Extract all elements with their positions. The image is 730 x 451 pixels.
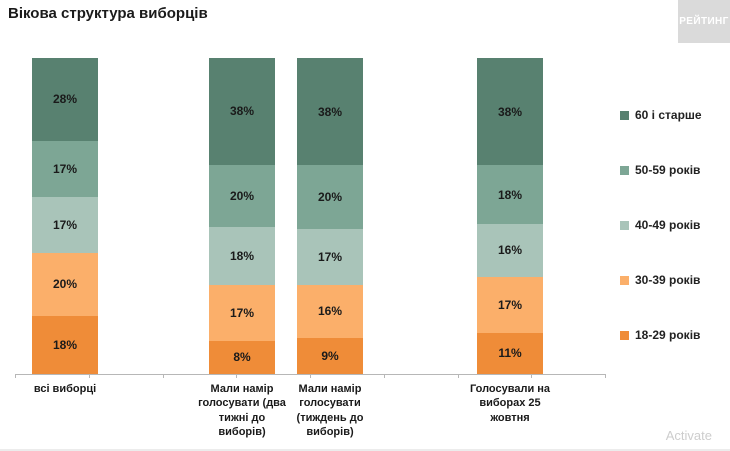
- segment-value-label: 18%: [229, 249, 255, 264]
- legend-swatch-icon: [620, 220, 629, 230]
- rating-logo: РЕЙТИНГ: [678, 0, 730, 43]
- stacked-bar: 38% 20% 17% 16% 9%: [297, 58, 363, 374]
- axis-tick: [531, 374, 532, 378]
- legend-swatch-icon: [620, 330, 629, 340]
- segment-value-label: 20%: [229, 188, 255, 203]
- segment-value-label: 8%: [233, 350, 251, 365]
- bar-segment: 38%: [297, 58, 363, 166]
- bar-segment: 20%: [297, 165, 363, 229]
- bar-segment: 20%: [32, 252, 98, 316]
- segment-value-label: 16%: [497, 243, 523, 258]
- segment-value-label: 17%: [317, 249, 343, 264]
- segment-value-label: 11%: [498, 346, 522, 361]
- segment-value-label: 17%: [497, 298, 523, 313]
- legend-label: 60 і старше: [635, 108, 702, 122]
- bar-segment: 38%: [477, 58, 543, 166]
- axis-tick: [384, 374, 385, 378]
- legend-item: 50-59 років: [620, 163, 702, 177]
- segment-value-label: 17%: [52, 161, 78, 176]
- bar-segment: 9%: [297, 337, 363, 374]
- axis-tick: [310, 374, 311, 378]
- legend-item: 60 і старше: [620, 108, 702, 122]
- bar-segment: 16%: [297, 284, 363, 338]
- bar-segment: 18%: [477, 165, 543, 224]
- axis-tick: [458, 374, 459, 378]
- bar-segment: 17%: [32, 140, 98, 197]
- axis-tick: [163, 374, 164, 378]
- segment-value-label: 9%: [321, 348, 339, 363]
- legend-label: 50-59 років: [635, 163, 701, 177]
- bar-segment: 17%: [32, 196, 98, 253]
- segment-value-label: 20%: [52, 277, 78, 292]
- segment-value-label: 16%: [317, 304, 343, 319]
- bar-segment: 17%: [297, 228, 363, 285]
- stacked-bar: 28% 17% 17% 20% 18%: [32, 58, 98, 374]
- legend-label: 18-29 років: [635, 328, 701, 342]
- bar-segment: 17%: [477, 277, 543, 333]
- axis-tick: [605, 374, 606, 378]
- bar-segment: 11%: [477, 332, 543, 374]
- axis-tick: [236, 374, 237, 378]
- category-label: Мали намір голосувати (тиждень до виборі…: [296, 383, 364, 438]
- bar-segment: 17%: [209, 285, 275, 341]
- segment-value-label: 28%: [52, 92, 78, 107]
- legend-item: 40-49 років: [620, 218, 702, 232]
- bar-segment: 16%: [477, 223, 543, 278]
- legend-swatch-icon: [620, 165, 629, 175]
- legend-item: 30-39 років: [620, 273, 702, 287]
- bar-segment: 38%: [209, 58, 275, 165]
- axis-tick: [89, 374, 90, 378]
- segment-value-label: 20%: [317, 190, 343, 205]
- legend-swatch-icon: [620, 275, 629, 285]
- stacked-bar: 38% 18% 16% 17% 11%: [477, 58, 543, 374]
- category-label: всі виборці: [33, 383, 97, 395]
- segment-value-label: 38%: [497, 104, 523, 119]
- legend: 60 і старше 50-59 років 40-49 років 30-39 р…: [620, 108, 702, 342]
- segment-value-label: 38%: [317, 104, 343, 119]
- bar-segment: 28%: [32, 58, 98, 141]
- category-label: Мали намір голосувати (два тижні до вибо…: [198, 383, 286, 438]
- legend-label: 30-39 років: [635, 273, 701, 287]
- bar-segment: 8%: [209, 340, 275, 374]
- legend-item: 18-29 років: [620, 328, 702, 342]
- activate-watermark: Activate: [665, 428, 712, 443]
- segment-value-label: 17%: [229, 305, 255, 320]
- stacked-bar: 38% 20% 18% 17% 8%: [209, 58, 275, 374]
- bar-segment: 18%: [32, 315, 98, 374]
- axis-tick: [15, 374, 16, 378]
- bar-segment: 18%: [209, 227, 275, 286]
- page-title: Вікова структура виборців: [8, 5, 208, 22]
- segment-value-label: 38%: [229, 104, 255, 119]
- segment-value-label: 17%: [52, 217, 78, 232]
- legend-label: 40-49 років: [635, 218, 701, 232]
- plot-area: 28% 17% 17% 20% 18% всі виборці 38% 20% 18% 17% 8%…: [15, 58, 606, 438]
- segment-value-label: 18%: [52, 337, 78, 352]
- bar-segment: 20%: [209, 164, 275, 228]
- legend-swatch-icon: [620, 110, 629, 120]
- segment-value-label: 18%: [497, 187, 523, 202]
- category-label: Голосували на виборах 25 жовтня: [469, 383, 551, 424]
